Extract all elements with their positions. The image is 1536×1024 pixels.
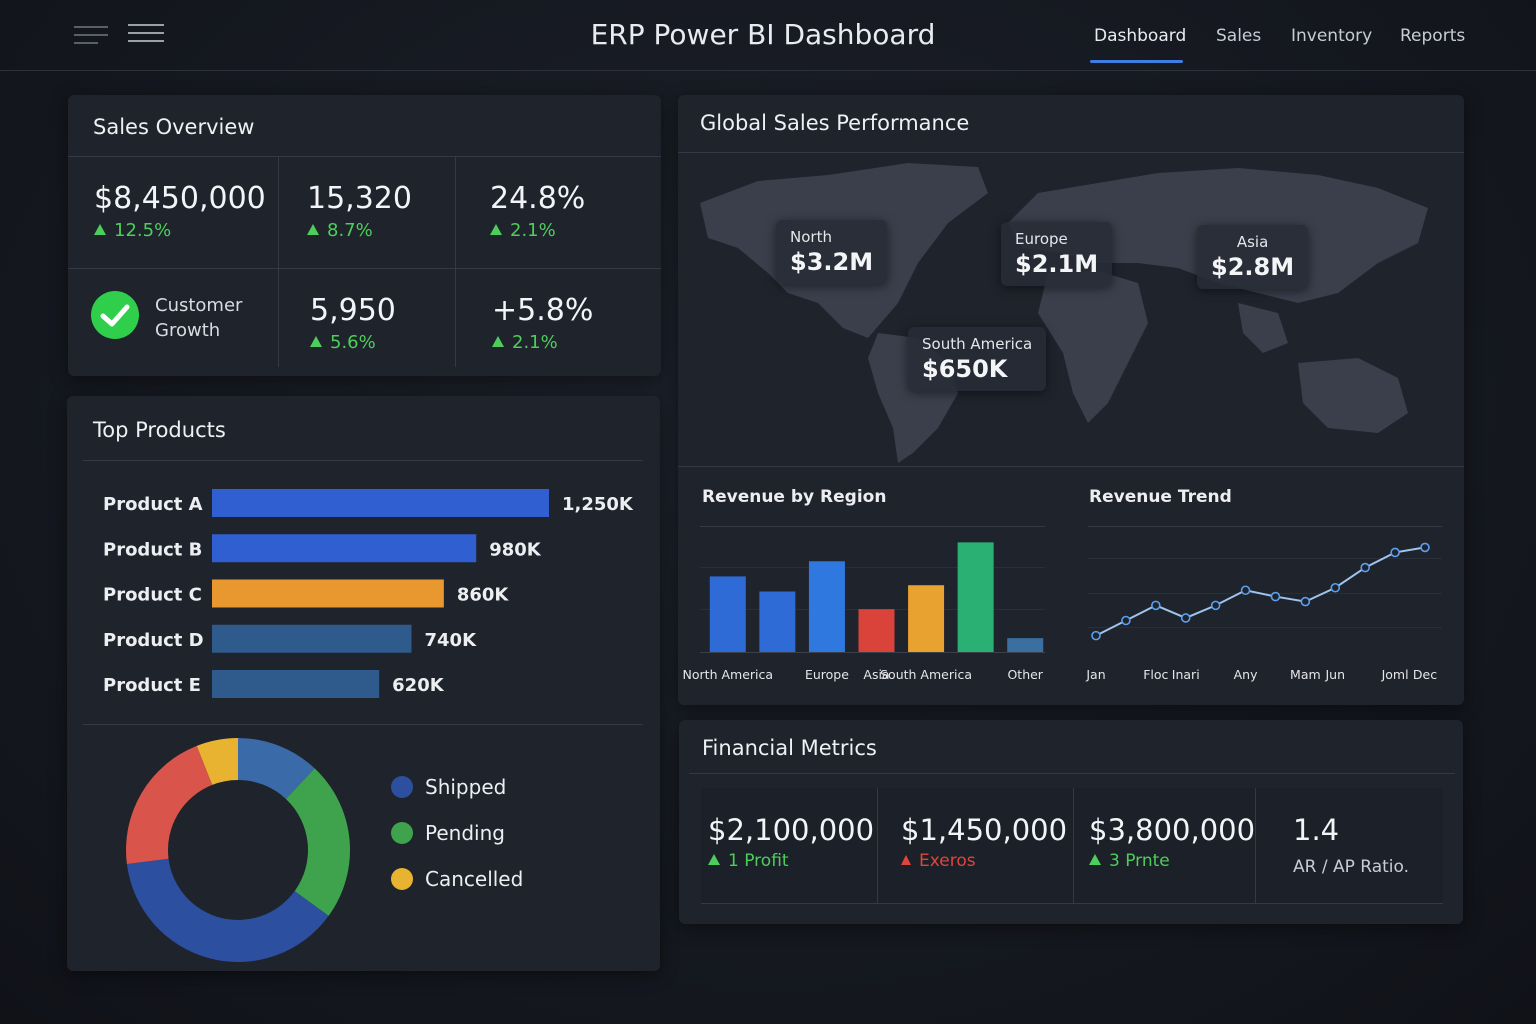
divider [678, 152, 1464, 153]
metric-value: $3,800,000 [1089, 813, 1256, 847]
nav-item[interactable]: Reports [1400, 26, 1466, 46]
metric-value: 1.4 [1293, 813, 1340, 847]
nav-item[interactable]: Sales [1216, 26, 1262, 46]
check-icon [91, 291, 139, 339]
kpi-value: +5.8% [492, 293, 594, 328]
kpi-label: Customer Growth [155, 295, 243, 341]
metric-note: AR / AP Ratio. [1293, 857, 1410, 877]
metrics-row [701, 788, 1443, 904]
divider [83, 460, 643, 461]
metric: $2,100,000 1 Profit [708, 813, 874, 871]
header: ERP Power BI Dashboard Dashboard Sales I… [0, 0, 1536, 71]
kpi-value: 24.8% [490, 181, 586, 216]
kpi: 24.8% 2.1% [490, 181, 585, 241]
kpi-change: 12.5% [94, 220, 266, 241]
region-name: South America [922, 335, 1033, 353]
kpi-change: 5.6% [310, 332, 396, 353]
divider [1073, 788, 1074, 903]
grid-decor [1088, 558, 1442, 559]
baseline [700, 652, 1045, 653]
metric-value: $2,100,000 [708, 813, 875, 847]
metric-note: 1 Profit [708, 851, 874, 871]
kpi-change: 2.1% [490, 220, 585, 241]
metric-note: 3 Prnte [1089, 851, 1255, 871]
divider [455, 157, 456, 367]
chart-title: Revenue Trend [1089, 487, 1232, 507]
panel-title: Global Sales Performance [700, 111, 970, 135]
panel-title: Top Products [93, 418, 226, 442]
metric-value: $1,450,000 [901, 813, 1068, 847]
top-products-panel: Top Products [67, 396, 660, 971]
global-sales-panel: Global Sales Performance North $3.2M Eur… [678, 95, 1464, 705]
divider [278, 157, 279, 367]
divider [678, 466, 1464, 467]
panel-title: Financial Metrics [702, 736, 877, 760]
kpi-value: 15,320 [307, 181, 412, 216]
region-label: North $3.2M [776, 220, 888, 284]
grid-decor [1088, 593, 1442, 594]
region-name: Asia [1236, 233, 1269, 251]
divider [700, 526, 1045, 527]
financial-metrics-panel: Financial Metrics $2,100,000 1 Profit $1,4… [679, 720, 1463, 924]
region-label: Europe $2.1M [1001, 222, 1113, 286]
region-label: Asia $2.8M [1197, 225, 1309, 289]
region-value: $650K [922, 355, 1008, 383]
grid-decor [700, 567, 1045, 568]
divider [689, 773, 1455, 774]
region-name: Europe [1015, 230, 1068, 248]
metric: $3,800,000 3 Prnte [1089, 813, 1255, 871]
chart-title: Revenue by Region [702, 487, 887, 507]
kpi: $8,450,000 12.5% [94, 181, 266, 241]
sales-overview-panel: Sales Overview $8,450,000 12.5% 15,320 8… [68, 95, 661, 376]
panel-title: Sales Overview [93, 115, 255, 139]
kpi: 5,950 5.6% [310, 293, 396, 353]
nav-item[interactable]: Dashboard [1094, 26, 1187, 46]
divider [1088, 526, 1442, 527]
region-label: South America $650K [908, 327, 1047, 391]
world-map [700, 163, 1428, 463]
kpi: 15,320 8.7% [307, 181, 412, 241]
divider [83, 724, 643, 725]
kpi-value: $8,450,000 [94, 181, 266, 216]
nav-item[interactable]: Inventory [1291, 26, 1373, 46]
divider [1255, 788, 1256, 903]
nav-underline [1090, 60, 1183, 63]
region-name: North [790, 228, 832, 246]
page-title: ERP Power BI Dashboard [590, 18, 936, 51]
kpi-change: 2.1% [492, 332, 593, 353]
kpi-change: 8.7% [307, 220, 412, 241]
grid-decor [700, 609, 1045, 610]
metric: 1.4 AR / AP Ratio. [1293, 813, 1409, 877]
metric: $1,450,000 Exeros [901, 813, 1067, 871]
region-value: $3.2M [790, 248, 874, 276]
divider [877, 788, 878, 903]
grid-decor [1088, 627, 1442, 628]
region-value: $2.8M [1211, 253, 1295, 281]
divider [68, 268, 661, 269]
region-value: $2.1M [1015, 250, 1099, 278]
kpi: +5.8% 2.1% [492, 293, 593, 353]
metric-note: Exeros [901, 851, 1067, 871]
menu-icons [74, 24, 164, 44]
kpi-value: 5,950 [310, 293, 396, 328]
divider [68, 156, 661, 157]
